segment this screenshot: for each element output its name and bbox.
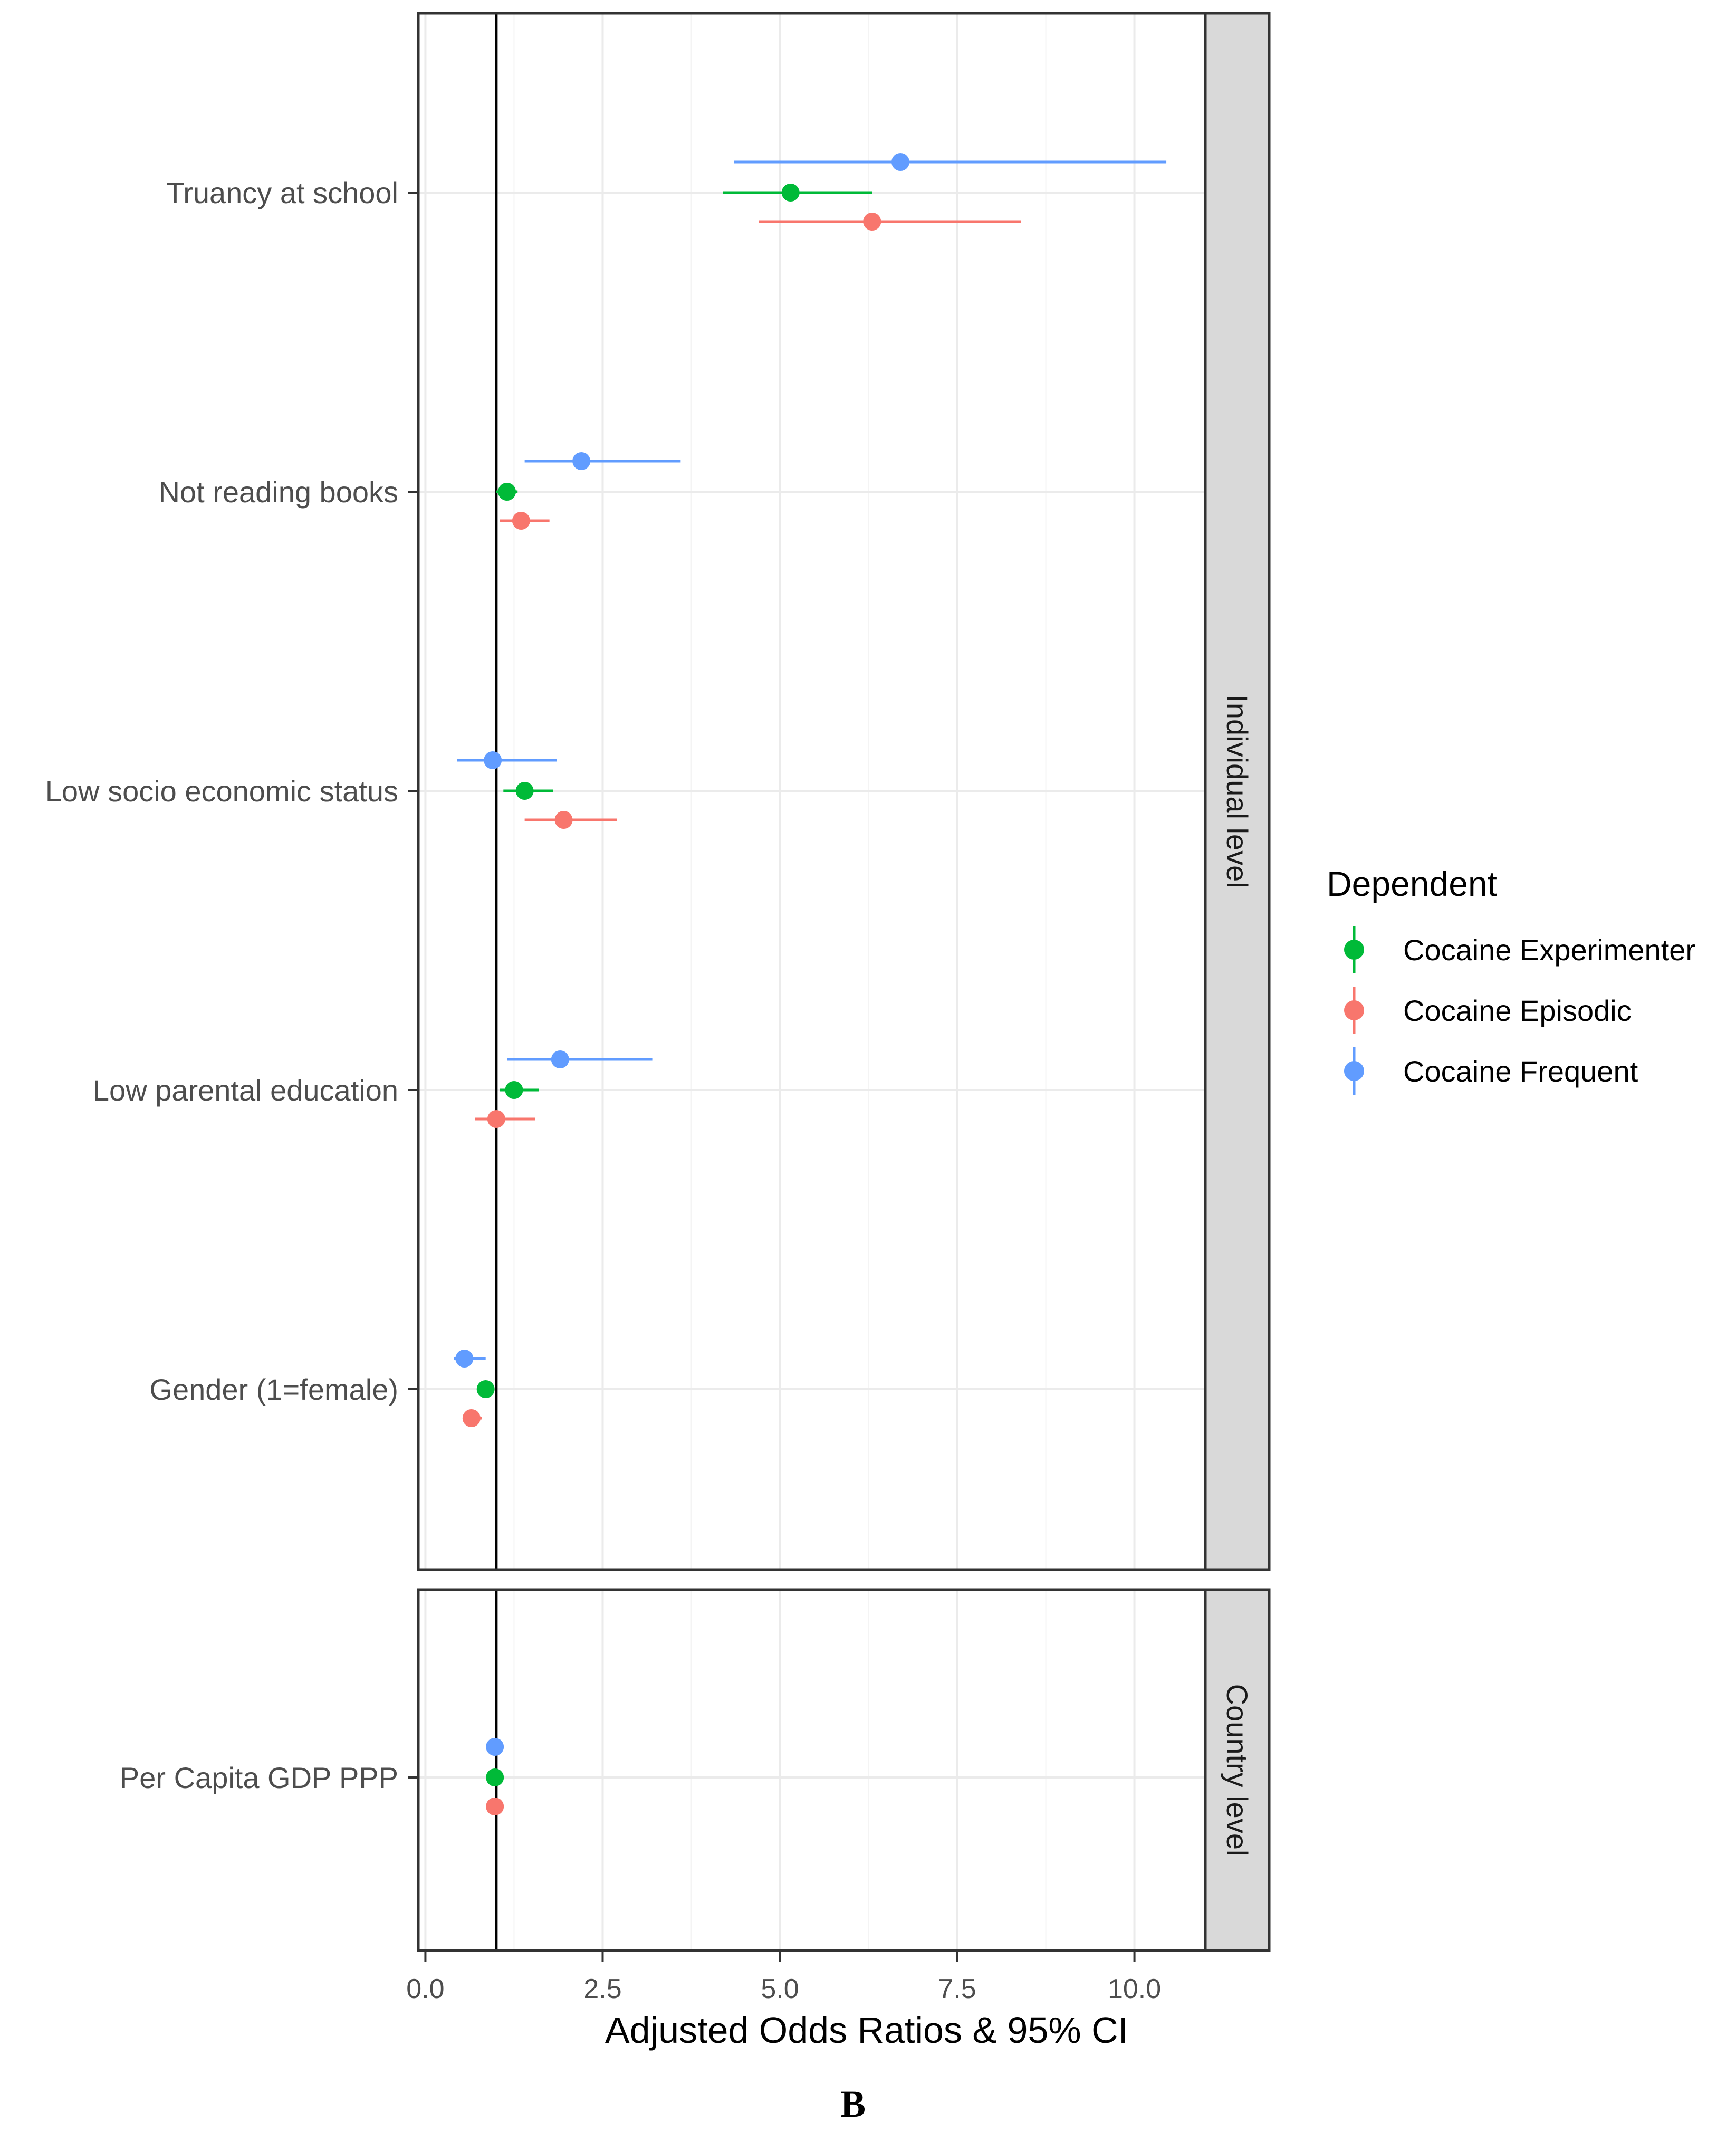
x-axis: Adjusted Odds Ratios & 95% CI 0.0 2.5 5.0 7… xyxy=(406,1951,1161,2051)
x-tick-label: 0.0 xyxy=(406,1974,444,2004)
point-cocaine-episodic xyxy=(486,1798,504,1815)
category-label: Truancy at school xyxy=(166,176,398,209)
facet-panel-country-level: Per Capita GDP PPP Country level xyxy=(120,1588,1271,1952)
x-tick-label: 2.5 xyxy=(583,1974,621,2004)
point-cocaine-frequent xyxy=(891,153,910,171)
legend-item-cocaine-experimenter: Cocaine Experimenter xyxy=(1344,926,1695,973)
row-truancy-at-school: Truancy at school xyxy=(166,153,1167,231)
legend-item-cocaine-frequent: Cocaine Frequent xyxy=(1344,1047,1638,1095)
row-gender-1-female: Gender (1=female) xyxy=(149,1350,495,1427)
point-cocaine-frequent xyxy=(484,751,502,769)
category-label: Gender (1=female) xyxy=(149,1373,398,1406)
legend-label: Cocaine Episodic xyxy=(1403,994,1632,1027)
category-label: Low socio economic status xyxy=(45,775,398,808)
panel-background xyxy=(418,1590,1205,1951)
point-cocaine-experimenter xyxy=(515,782,534,800)
category-label: Per Capita GDP PPP xyxy=(120,1761,398,1794)
point-cocaine-frequent xyxy=(572,452,591,470)
row-low-parental-education: Low parental education xyxy=(93,1050,653,1128)
point-cocaine-episodic xyxy=(512,512,530,530)
legend-title: Dependent xyxy=(1327,864,1497,903)
legend-item-cocaine-episodic: Cocaine Episodic xyxy=(1344,987,1632,1034)
panels: Truancy at school Not reading books Low so… xyxy=(45,12,1271,1952)
point-cocaine-experimenter xyxy=(781,184,800,202)
point-cocaine-episodic xyxy=(487,1110,505,1128)
facet-strip-label: Individual level xyxy=(1221,694,1254,888)
facet-strip-background xyxy=(1204,1588,1271,1952)
category-label: Low parental education xyxy=(93,1074,398,1107)
point-cocaine-frequent xyxy=(486,1738,504,1756)
legend-key-point xyxy=(1344,1061,1364,1081)
facet-strip-background xyxy=(1204,12,1271,1571)
facet-strip: Individual level xyxy=(1204,12,1271,1571)
x-axis-title: Adjusted Odds Ratios & 95% CI xyxy=(605,2010,1128,2051)
x-tick-label: 5.0 xyxy=(761,1974,799,2004)
category-label: Not reading books xyxy=(158,475,398,509)
x-tick-label: 7.5 xyxy=(938,1974,976,2004)
vertical-gridlines xyxy=(418,1590,1205,1951)
panel-letter: B xyxy=(840,2083,866,2125)
x-tick-label: 10.0 xyxy=(1108,1974,1161,2004)
point-cocaine-frequent xyxy=(455,1350,474,1368)
point-cocaine-experimenter xyxy=(505,1081,523,1099)
legend-key-point xyxy=(1344,940,1364,960)
point-cocaine-experimenter xyxy=(476,1380,495,1398)
legend-label: Cocaine Frequent xyxy=(1403,1055,1638,1088)
point-cocaine-experimenter xyxy=(486,1768,504,1786)
legend: Dependent Cocaine Experimenter Cocaine Ep… xyxy=(1327,864,1695,1095)
row-low-socio-economic-status: Low socio economic status xyxy=(45,751,617,829)
legend-label: Cocaine Experimenter xyxy=(1403,933,1695,967)
facet-strip-label: Country level xyxy=(1221,1684,1254,1857)
point-cocaine-episodic xyxy=(554,811,573,829)
row-per-capita-gdp-ppp: Per Capita GDP PPP xyxy=(120,1738,504,1815)
row-not-reading-books: Not reading books xyxy=(158,452,681,530)
point-cocaine-episodic xyxy=(462,1409,481,1427)
legend-key-point xyxy=(1344,1000,1364,1020)
point-cocaine-episodic xyxy=(863,213,881,231)
facet-panel-individual-level: Truancy at school Not reading books Low so… xyxy=(45,12,1271,1571)
facet-strip: Country level xyxy=(1204,1588,1271,1952)
point-cocaine-experimenter xyxy=(498,483,516,501)
point-cocaine-frequent xyxy=(551,1050,569,1068)
